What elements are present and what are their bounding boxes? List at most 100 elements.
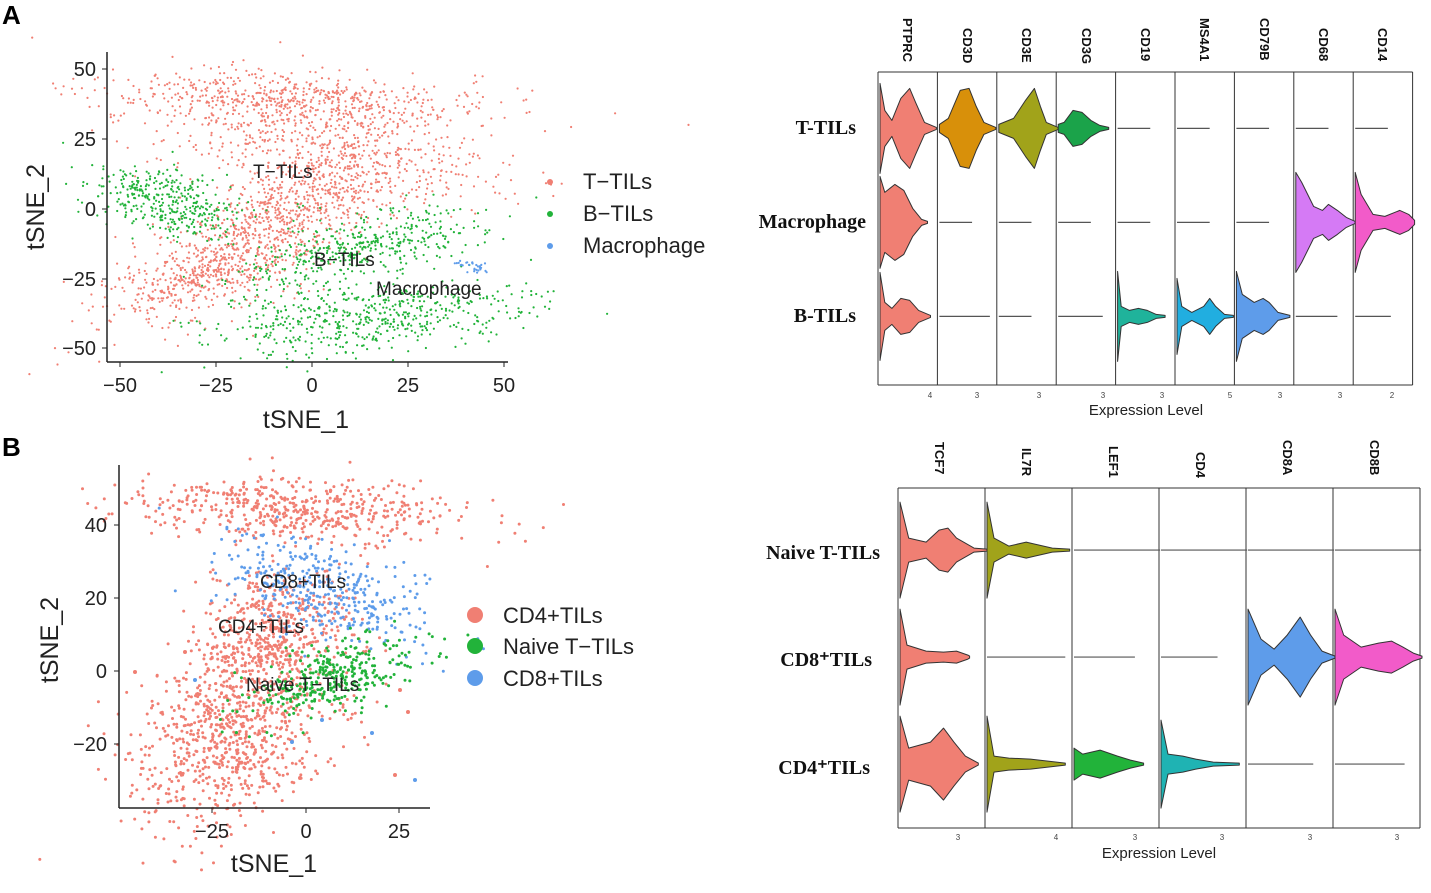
tsne-point bbox=[384, 94, 386, 96]
tsne-point bbox=[416, 125, 418, 127]
tsne-point bbox=[373, 79, 375, 81]
tsne-point bbox=[154, 289, 156, 291]
tsne-point bbox=[269, 188, 271, 190]
tsne-point bbox=[231, 278, 233, 280]
tsne-point bbox=[378, 149, 380, 151]
tsne-point bbox=[544, 130, 546, 132]
tsne-point bbox=[305, 268, 307, 270]
tsne-point bbox=[137, 493, 140, 496]
tsne-point bbox=[255, 641, 258, 644]
tsne-point bbox=[416, 118, 418, 120]
tsne-point bbox=[294, 98, 296, 100]
tsne-point bbox=[430, 234, 432, 236]
tsne-point bbox=[384, 266, 386, 268]
tsne-point bbox=[372, 150, 374, 152]
tsne-point bbox=[295, 490, 298, 493]
tsne-point bbox=[327, 156, 329, 158]
tsne-point bbox=[295, 659, 298, 662]
tsne-point bbox=[263, 257, 265, 259]
tsne-point bbox=[517, 203, 519, 205]
tsne-point bbox=[270, 219, 272, 221]
tsne-point bbox=[394, 102, 396, 104]
tsne-point bbox=[355, 192, 357, 194]
tsne-point bbox=[421, 105, 423, 107]
tsne-point bbox=[266, 326, 268, 328]
tsne-point bbox=[332, 485, 335, 488]
tsne-point bbox=[226, 493, 229, 496]
tsne-point bbox=[171, 268, 173, 270]
tsne-point bbox=[196, 320, 198, 322]
tsne-point bbox=[390, 479, 393, 482]
tsne-point bbox=[297, 338, 299, 340]
tsne-point bbox=[218, 244, 220, 246]
tsne-point bbox=[339, 167, 341, 169]
tsne-point bbox=[435, 302, 437, 304]
tsne-point bbox=[261, 600, 264, 603]
tsne-point bbox=[305, 104, 307, 106]
tsne-point bbox=[286, 196, 288, 198]
tsne-point bbox=[171, 189, 173, 191]
tsne-point bbox=[234, 290, 236, 292]
tsne-point bbox=[314, 318, 316, 320]
tsne-point bbox=[212, 861, 215, 864]
tsne-point bbox=[202, 192, 204, 194]
tsne-point bbox=[165, 279, 167, 281]
tsne-point bbox=[352, 320, 354, 322]
tsne-point bbox=[445, 308, 447, 310]
tsne-point bbox=[210, 238, 212, 240]
tsne-point bbox=[159, 301, 161, 303]
tsne-point bbox=[236, 242, 238, 244]
tsne-point bbox=[389, 530, 392, 533]
tsne-point bbox=[182, 288, 184, 290]
tsne-point bbox=[331, 108, 333, 110]
tsne-point bbox=[313, 180, 315, 182]
gene-label: CD14 bbox=[1375, 28, 1390, 62]
tsne-point bbox=[343, 154, 345, 156]
tsne-point bbox=[246, 281, 248, 283]
tsne-point bbox=[249, 639, 252, 642]
tsne-point bbox=[302, 263, 304, 265]
tsne-point bbox=[164, 262, 166, 264]
tsne-point bbox=[433, 86, 435, 88]
tsne-point bbox=[408, 101, 410, 103]
tsne-point bbox=[177, 236, 179, 238]
violin bbox=[880, 176, 928, 268]
tsne-point bbox=[355, 313, 357, 315]
tsne-point bbox=[335, 310, 337, 312]
tsne-point bbox=[97, 195, 99, 197]
tsne-point bbox=[392, 207, 394, 209]
tsne-point bbox=[448, 147, 450, 149]
tsne-point bbox=[153, 298, 155, 300]
tsne-point bbox=[292, 327, 294, 329]
tsne-point bbox=[204, 329, 206, 331]
tsne-point bbox=[188, 277, 190, 279]
tsne-point bbox=[243, 130, 245, 132]
tsne-point bbox=[376, 206, 378, 208]
tsne-point bbox=[313, 636, 316, 639]
tsne-point bbox=[242, 59, 244, 61]
tsne-point bbox=[408, 312, 410, 314]
tsne-point bbox=[182, 610, 185, 613]
tsne-point bbox=[132, 175, 134, 177]
tsne-point bbox=[278, 611, 281, 614]
tsne-point bbox=[247, 528, 250, 531]
tsne-point bbox=[300, 283, 302, 285]
tsne-point bbox=[178, 99, 180, 101]
tsne-point bbox=[180, 192, 182, 194]
tsne-point bbox=[134, 165, 136, 167]
tsne-point bbox=[274, 190, 276, 192]
tsne-point bbox=[194, 499, 197, 502]
tsne-point bbox=[396, 233, 398, 235]
tsne-point bbox=[291, 502, 294, 505]
tsne-point bbox=[275, 109, 277, 111]
tsne-point bbox=[210, 505, 213, 508]
tsne-point bbox=[185, 271, 187, 273]
tsne-point bbox=[145, 318, 147, 320]
tsne-point bbox=[54, 347, 56, 349]
tsne-point bbox=[288, 212, 290, 214]
tsne-point bbox=[479, 332, 481, 334]
tsne-point bbox=[132, 102, 134, 104]
tsne-point bbox=[175, 201, 177, 203]
tsne-point bbox=[262, 139, 264, 141]
tsne-point bbox=[377, 318, 379, 320]
